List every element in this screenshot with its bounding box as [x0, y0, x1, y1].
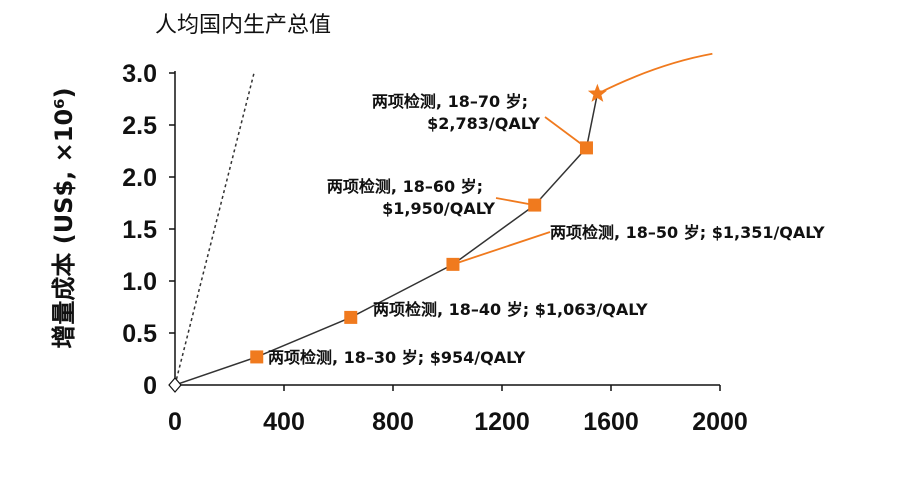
- data-point-square: [344, 310, 358, 324]
- data-point-square: [250, 350, 264, 364]
- y-axis-label: 增量成本 (US$, ×10⁶): [50, 87, 78, 348]
- annotation-leader: [544, 116, 588, 149]
- annotation-label: $2,783/QALY: [427, 114, 540, 133]
- data-point-square: [446, 257, 460, 271]
- frontier-tail-line: [596, 52, 713, 95]
- chart-title: 人均国内生产总值: [155, 13, 331, 38]
- y-tick-label: 0.5: [122, 320, 157, 348]
- x-tick-label: 1600: [583, 408, 639, 436]
- y-tick-label: 0: [143, 372, 157, 400]
- x-tick-label: 2000: [692, 408, 748, 436]
- x-tick-label: 400: [263, 408, 305, 436]
- data-point-square: [579, 141, 593, 155]
- x-tick-label: 0: [168, 408, 182, 436]
- annotation-leader: [452, 231, 551, 266]
- y-tick-label: 3.0: [122, 60, 157, 88]
- data-point-diamond: [168, 377, 182, 393]
- reference-line: [174, 72, 255, 386]
- y-tick-label: 2.0: [122, 164, 157, 192]
- annotation-label: 两项检测, 18–70 岁;: [372, 92, 528, 111]
- annotation-label: 两项检测, 18–50 岁; $1,351/QALY: [550, 223, 825, 242]
- data-point-star: [587, 83, 607, 102]
- series-line: [174, 93, 599, 386]
- data-point-square: [528, 198, 542, 212]
- plot-area: 0 0.5 1.0 1.5 2.0 2.5 3.0 0 400 800 1200 1600 2000 两项…: [122, 52, 825, 436]
- y-tick-label: 1.5: [122, 216, 157, 244]
- y-tick-label: 1.0: [122, 268, 157, 296]
- x-tick-label: 800: [372, 408, 414, 436]
- x-tick-label: 1200: [474, 408, 530, 436]
- y-tick-label: 2.5: [122, 112, 157, 140]
- annotation-label: 两项检测, 18–30 岁; $954/QALY: [268, 348, 526, 367]
- annotation-label: 两项检测, 18–40 岁; $1,063/QALY: [373, 300, 648, 319]
- annotation-label: 两项检测, 18–60 岁;: [327, 177, 483, 196]
- annotation-label: $1,950/QALY: [382, 199, 495, 218]
